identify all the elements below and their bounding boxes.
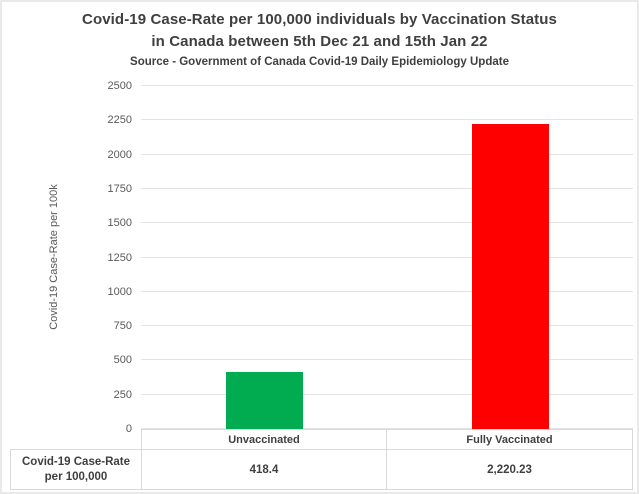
ytick-label-1750: 1750 — [107, 182, 132, 195]
gridline-1500 — [141, 222, 633, 224]
ytick-label-2500: 2500 — [107, 80, 132, 92]
gridline-0 — [141, 428, 633, 429]
ytick-label-1000: 1000 — [107, 285, 132, 298]
gridline-2250 — [141, 119, 633, 121]
gridline-250 — [141, 393, 633, 395]
bar-fully-vaccinated — [471, 124, 549, 429]
table-value-fully-vaccinated: 2,220.23 — [386, 449, 633, 490]
gridline-1000 — [141, 290, 633, 292]
category-label-unvaccinated: Unvaccinated — [141, 429, 387, 450]
table-value-unvaccinated: 418.4 — [141, 449, 387, 490]
ytick-label-2000: 2000 — [107, 148, 132, 161]
ytick-label-750: 750 — [113, 320, 132, 333]
gridline-1250 — [141, 256, 633, 258]
ytick-label-250: 250 — [113, 388, 132, 401]
chart-source-line: Source - Government of Canada Covid-19 D… — [130, 56, 509, 68]
chart-title-line2: in Canada between 5th Dec 21 and 15th Ja… — [151, 33, 488, 50]
chart-title-block: Covid-19 Case-Rate per 100,000 individua… — [2, 9, 637, 70]
plot-area: 0 250 500 750 1000 1250 1500 1750 2000 2250 2500 — [108, 80, 633, 435]
gridline-1750 — [141, 187, 633, 189]
gridline-2000 — [141, 153, 633, 155]
ytick-label-2250: 2250 — [107, 114, 132, 127]
ytick-label-1500: 1500 — [107, 217, 132, 230]
ytick-label-1250: 1250 — [107, 251, 132, 264]
ytick-label-0: 0 — [125, 423, 132, 435]
gridline-2500 — [141, 85, 633, 86]
category-label-fully-vaccinated: Fully Vaccinated — [386, 429, 633, 450]
table-row-header: Covid-19 Case-Rate per 100,000 — [10, 449, 142, 490]
chart-title-line1: Covid-19 Case-Rate per 100,000 individua… — [82, 11, 557, 28]
gridline-500 — [141, 359, 633, 361]
bar-unvaccinated — [225, 371, 303, 429]
ytick-label-500: 500 — [113, 354, 132, 367]
gridline-750 — [141, 325, 633, 327]
